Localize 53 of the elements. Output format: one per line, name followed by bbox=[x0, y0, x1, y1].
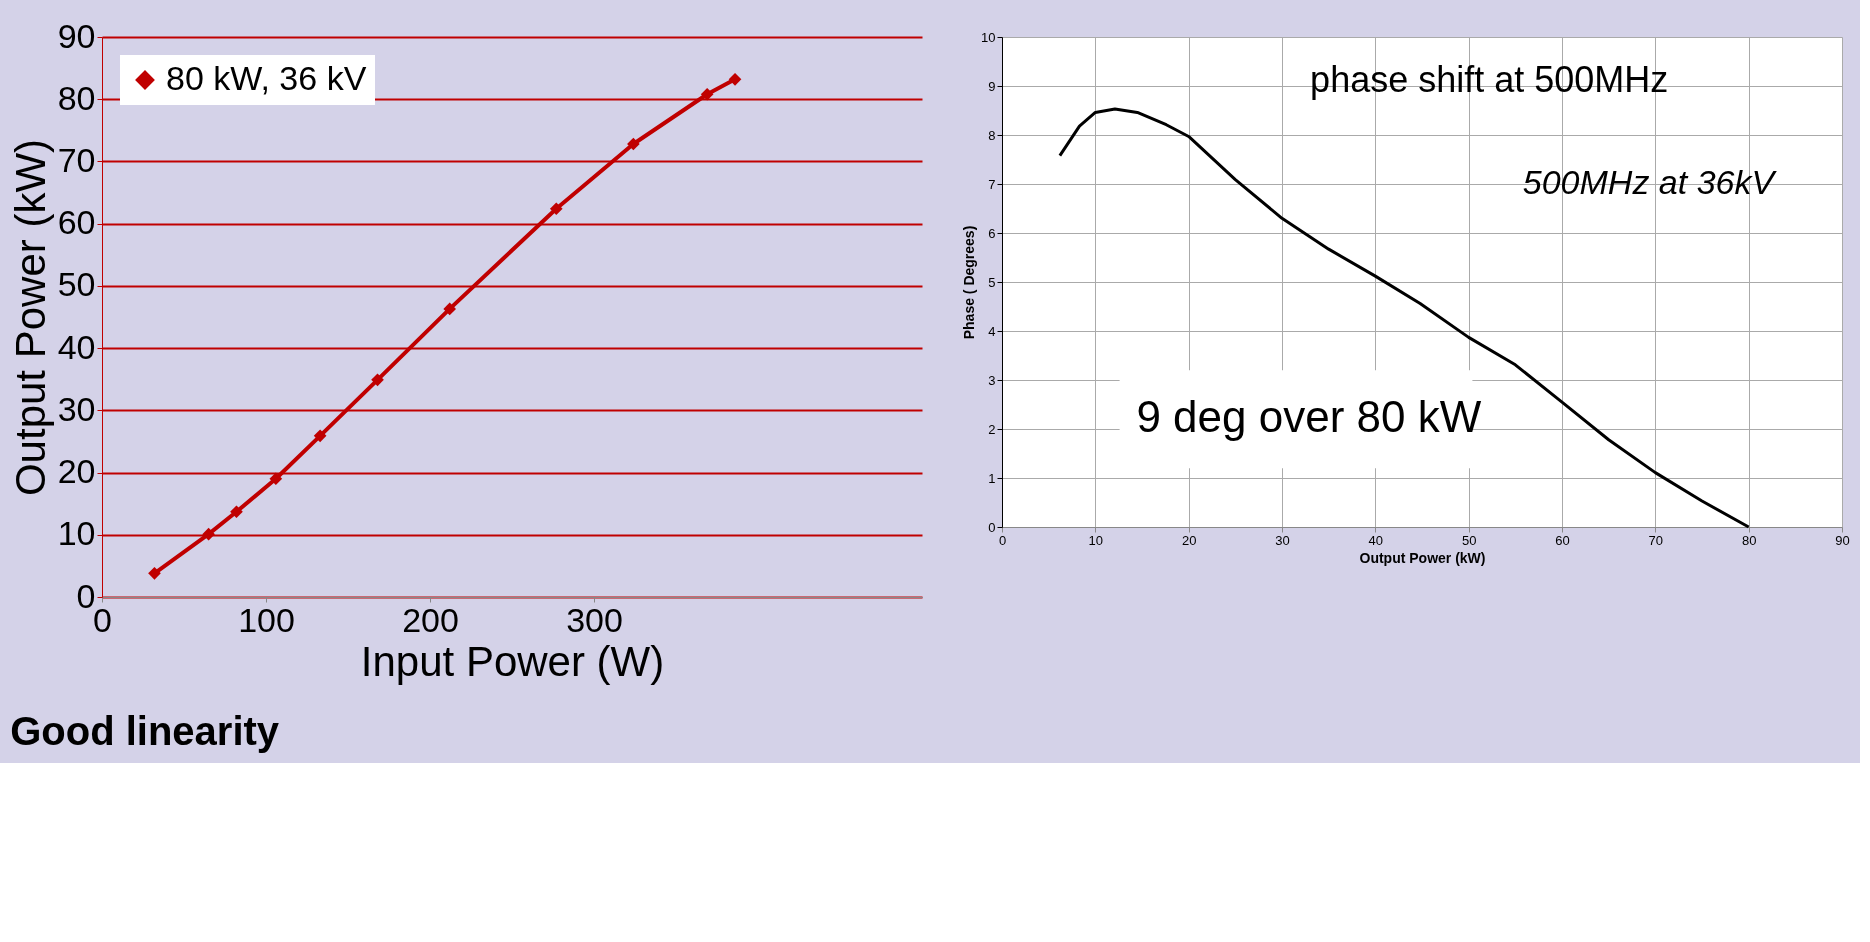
y-tick-label: 5 bbox=[988, 274, 996, 290]
x-tick-label: 100 bbox=[238, 600, 295, 639]
y-tick-label: 9 bbox=[988, 78, 996, 94]
point bbox=[148, 567, 161, 580]
x-tick-label: 0 bbox=[998, 532, 1007, 548]
y-tick-label: 7 bbox=[988, 176, 996, 192]
text: Good linearity bbox=[10, 709, 280, 753]
point bbox=[313, 429, 327, 443]
point bbox=[549, 202, 563, 216]
x-tick-label: 300 bbox=[566, 600, 623, 639]
y-tick-label: 3 bbox=[988, 372, 996, 388]
x-axis-title: Output Power (kW) bbox=[1359, 549, 1486, 566]
y-tick-label: 30 bbox=[57, 389, 96, 428]
y-tick-label: 20 bbox=[57, 452, 96, 491]
y-tick-label: 8 bbox=[988, 127, 996, 143]
y-tick-label: 10 bbox=[981, 29, 996, 45]
annotation: 500MHz at 36kV bbox=[1522, 163, 1778, 201]
x-tick-label: 70 bbox=[1648, 532, 1664, 548]
point bbox=[202, 527, 215, 541]
x-tick-label: 40 bbox=[1368, 532, 1384, 548]
y-tick-label: 40 bbox=[57, 327, 96, 366]
y-tick-label: 0 bbox=[988, 519, 996, 535]
legend-label: 80 kW, 36 kV bbox=[166, 59, 367, 97]
point bbox=[371, 373, 384, 387]
point bbox=[627, 137, 640, 151]
x-tick-label: 60 bbox=[1555, 532, 1570, 548]
x-tick-label: 30 bbox=[1275, 532, 1290, 548]
y-tick-label: 70 bbox=[57, 140, 96, 179]
text: phase shift at 500MHz bbox=[1310, 59, 1669, 101]
y-tick-label: 4 bbox=[988, 323, 996, 339]
y-tick-label: 6 bbox=[988, 225, 996, 241]
y-tick-label: 80 bbox=[57, 78, 96, 117]
x-tick-label: 50 bbox=[1461, 532, 1477, 548]
y-axis-title: Output Power (kW) bbox=[6, 138, 54, 497]
point bbox=[269, 472, 283, 486]
y-tick-label: 0 bbox=[76, 576, 96, 615]
annotation: 9 deg over 80 kW bbox=[1136, 392, 1482, 442]
y-tick-label: 60 bbox=[57, 203, 96, 242]
y-tick-label: 90 bbox=[57, 16, 96, 55]
y-tick-label: 50 bbox=[57, 265, 96, 304]
y-tick-label: 2 bbox=[988, 421, 996, 437]
x-axis-title: Input Power (W) bbox=[360, 637, 665, 685]
x-tick-label: 80 bbox=[1741, 532, 1757, 548]
point bbox=[700, 87, 714, 101]
y-tick-label: 1 bbox=[988, 470, 996, 486]
point bbox=[728, 72, 742, 86]
x-tick-label: 90 bbox=[1835, 532, 1850, 548]
x-tick-label: 20 bbox=[1181, 532, 1197, 548]
x-tick-label: 10 bbox=[1088, 532, 1104, 548]
point bbox=[443, 302, 456, 316]
x-tick-label: 200 bbox=[402, 600, 459, 639]
y-axis-title: Phase ( Degrees) bbox=[961, 225, 978, 340]
point bbox=[230, 505, 243, 519]
